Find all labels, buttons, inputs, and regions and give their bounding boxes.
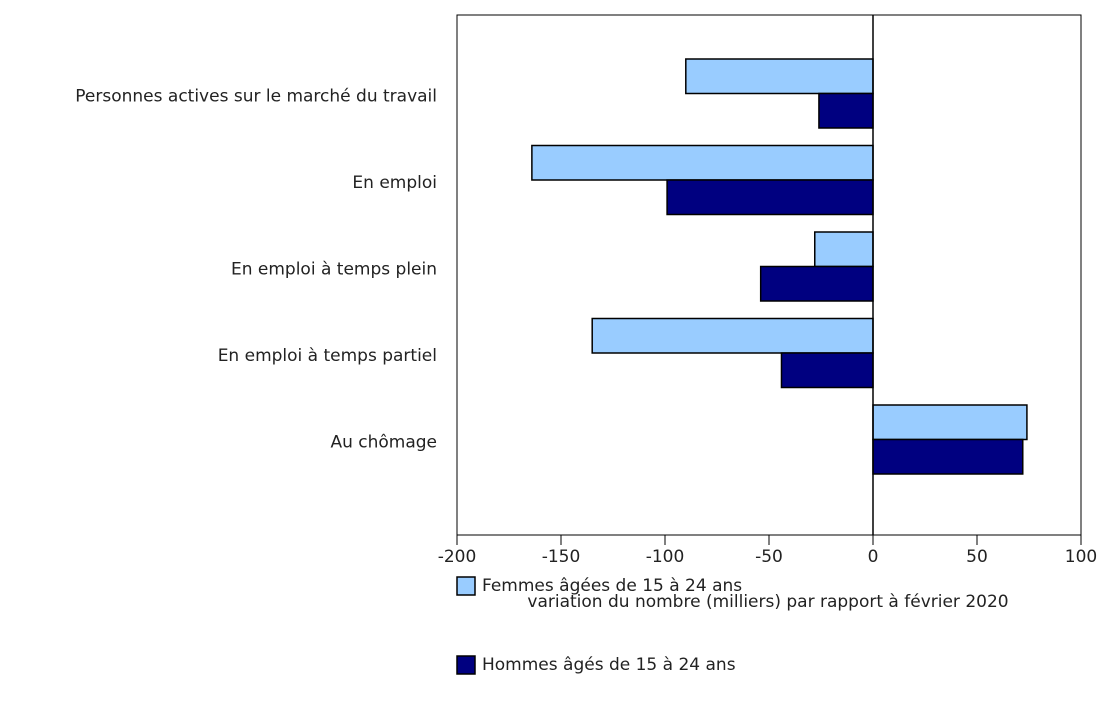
y-tick-label: En emploi à temps plein — [231, 260, 437, 280]
legend-swatch — [456, 655, 476, 675]
bar — [872, 404, 1028, 441]
x-tick-label: -150 — [542, 547, 581, 567]
x-tick-label: -50 — [755, 547, 783, 567]
y-tick-label: Personnes actives sur le marché du trava… — [75, 87, 437, 107]
bar — [872, 438, 1024, 475]
bar — [818, 92, 874, 129]
y-tick-label: En emploi — [352, 173, 437, 193]
x-tick-label: 50 — [966, 547, 988, 567]
legend-label: Femmes âgées de 15 à 24 ans — [482, 576, 742, 596]
bar — [666, 179, 874, 216]
legend-swatch — [456, 576, 476, 596]
bar — [814, 231, 874, 268]
x-tick-label: 100 — [1065, 547, 1097, 567]
x-axis-label: variation du nombre (milliers) par rappo… — [527, 592, 1008, 612]
y-tick-label: Au chômage — [330, 433, 437, 453]
x-tick-label: -100 — [646, 547, 685, 567]
x-tick-label: -200 — [438, 547, 477, 567]
x-tick-label: 0 — [868, 547, 879, 567]
bar — [759, 265, 874, 302]
y-tick-label: En emploi à temps partiel — [218, 346, 437, 366]
bar — [531, 144, 874, 181]
legend-label: Hommes âgés de 15 à 24 ans — [482, 655, 736, 675]
bar — [685, 58, 874, 95]
bar — [591, 317, 874, 354]
bar — [780, 352, 874, 389]
